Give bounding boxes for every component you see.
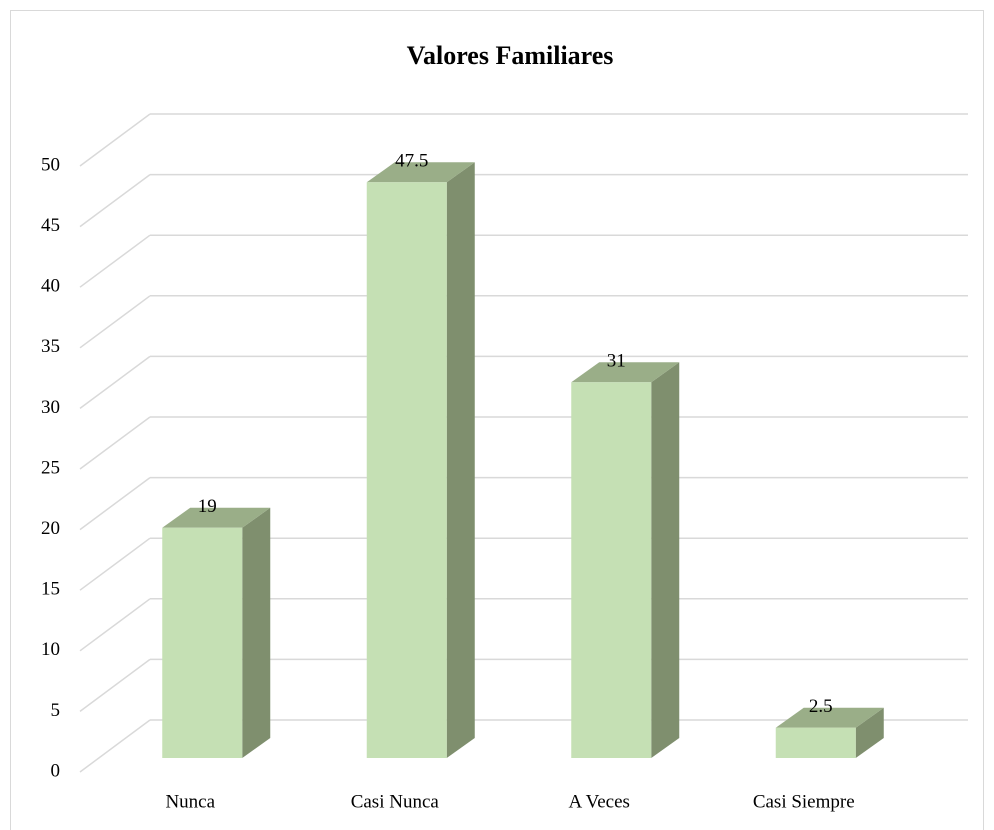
bar bbox=[162, 527, 243, 758]
x-tick-label: Nunca bbox=[165, 791, 215, 812]
grid-line-side bbox=[79, 598, 151, 652]
y-tick-label: 30 bbox=[41, 397, 60, 418]
chart-title: Valores Familiares bbox=[407, 41, 614, 70]
grid-line-side bbox=[79, 113, 151, 167]
y-tick-label: 35 bbox=[41, 336, 60, 357]
bar-side bbox=[855, 707, 884, 758]
bar-side bbox=[446, 162, 475, 759]
bar bbox=[571, 382, 652, 758]
x-tick-label: Casi Siempre bbox=[753, 791, 855, 812]
data-label: 19 bbox=[198, 496, 217, 517]
grid-line-side bbox=[79, 355, 151, 410]
data-label: 47.5 bbox=[395, 151, 428, 172]
y-tick-label: 45 bbox=[41, 215, 60, 236]
x-tick-label: Casi Nunca bbox=[351, 791, 440, 812]
data-label: 2.5 bbox=[809, 696, 833, 717]
grid-line-side bbox=[79, 658, 151, 713]
chart-border bbox=[10, 10, 984, 830]
grid-line-side bbox=[79, 234, 151, 288]
y-tick-label: 20 bbox=[41, 518, 60, 539]
grid-line-side bbox=[79, 476, 151, 531]
bar-top bbox=[571, 362, 680, 383]
bar-top bbox=[366, 162, 475, 183]
y-tick-label: 40 bbox=[41, 276, 60, 297]
grid-line-side bbox=[79, 416, 151, 470]
grid-line-side bbox=[79, 537, 151, 591]
y-tick-label: 10 bbox=[41, 639, 60, 660]
bar-side bbox=[651, 362, 680, 758]
grid-line-side bbox=[79, 719, 151, 773]
y-tick-label: 0 bbox=[51, 760, 61, 781]
grid-line-side bbox=[79, 173, 151, 228]
bar bbox=[366, 182, 447, 759]
y-tick-label: 5 bbox=[51, 700, 61, 721]
x-tick-label: A Veces bbox=[569, 791, 630, 812]
y-tick-label: 50 bbox=[41, 154, 60, 175]
grid-line-side bbox=[79, 295, 151, 349]
bar bbox=[775, 727, 856, 758]
bar-side bbox=[242, 507, 271, 758]
y-tick-label: 15 bbox=[41, 579, 60, 600]
y-tick-label: 25 bbox=[41, 457, 60, 478]
bar-top bbox=[775, 707, 884, 728]
bar-top bbox=[162, 507, 271, 528]
data-label: 31 bbox=[607, 351, 626, 372]
